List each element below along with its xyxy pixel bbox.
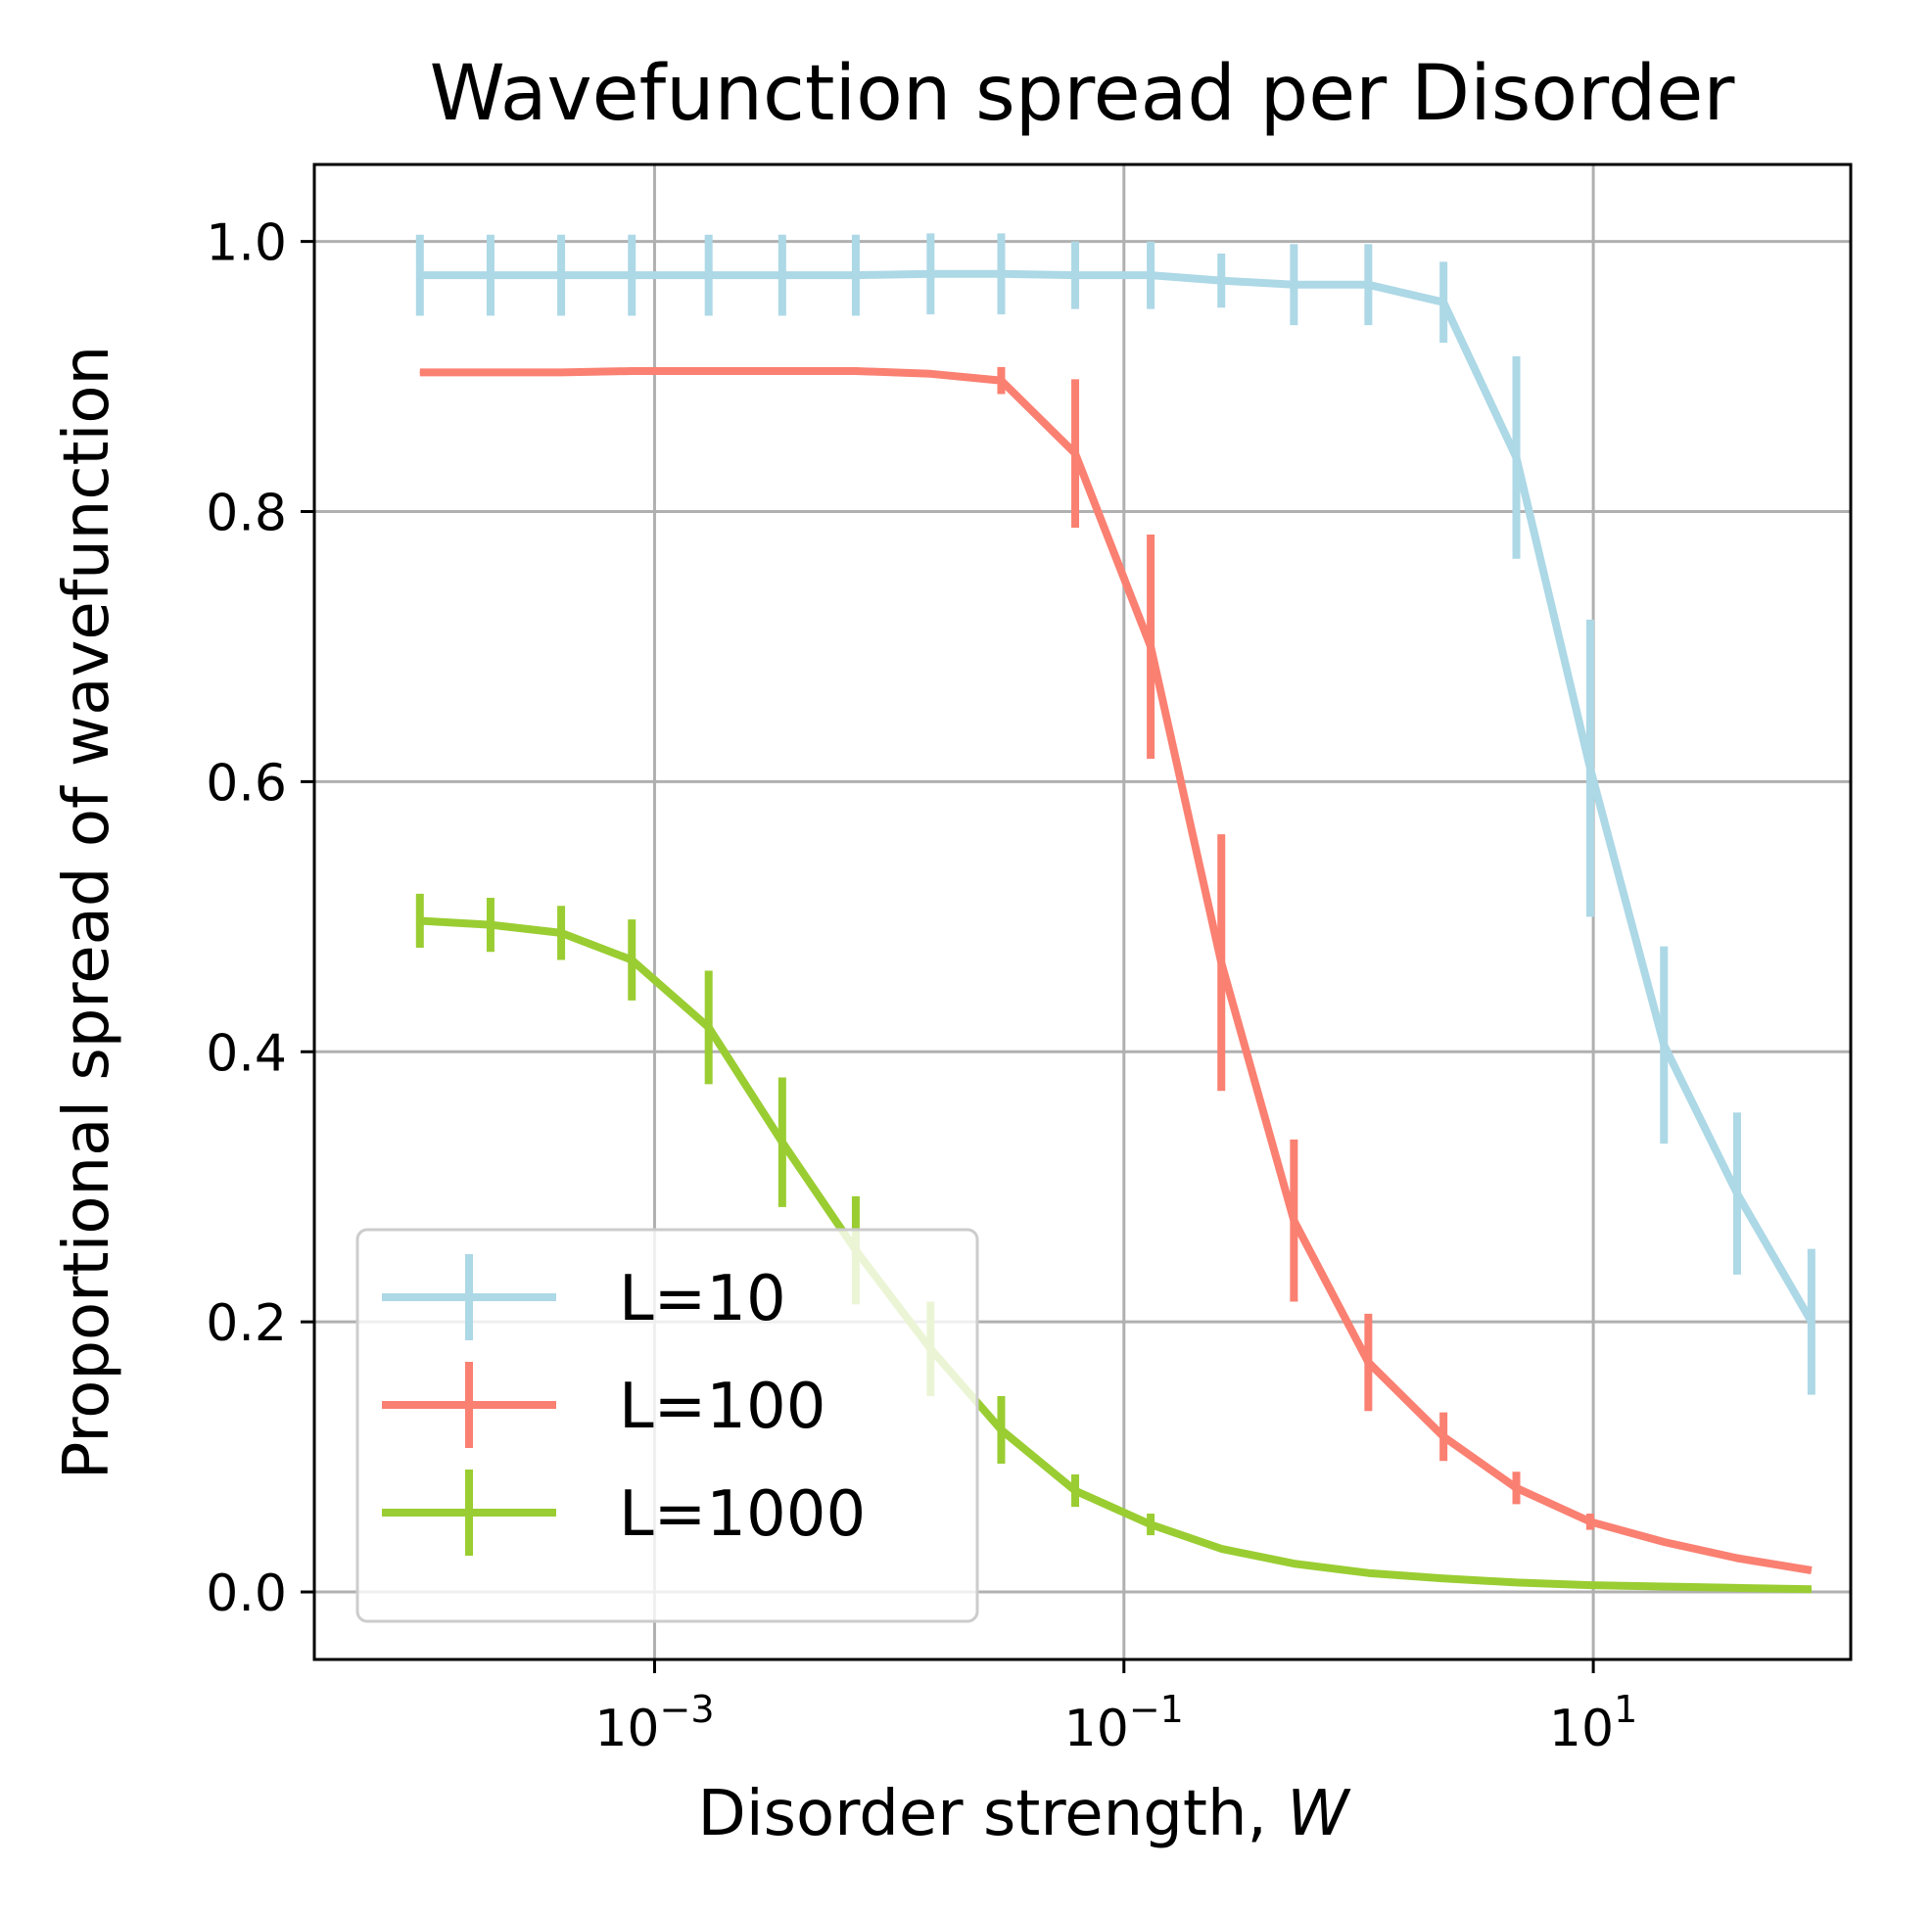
data-point — [1811, 1569, 1813, 1571]
x-axis-label-var: W — [1287, 1778, 1351, 1850]
x-tick-label: 10−1 — [1064, 1688, 1184, 1758]
data-point — [929, 373, 931, 375]
data-point — [855, 370, 857, 372]
axes-frame — [312, 163, 1853, 1661]
chart-title: Wavefunction spread per Disorder — [430, 50, 1736, 138]
x-axis-label-text: Disorder strength, — [698, 1778, 1288, 1850]
data-point — [1589, 1584, 1591, 1586]
series-L=100 — [419, 366, 1813, 1574]
y-tick-label: 1.0 — [206, 214, 287, 273]
x-axis-label: Disorder strength, W — [698, 1778, 1352, 1850]
data-point — [1663, 1586, 1665, 1588]
data-point — [631, 370, 633, 372]
data-point — [1293, 1563, 1295, 1565]
data-point — [1442, 1577, 1444, 1579]
series-line — [419, 916, 1812, 1594]
legend-box — [355, 1228, 979, 1623]
y-tick-label: 0.8 — [206, 485, 287, 543]
data-point — [1663, 1541, 1665, 1543]
legend-item: L=10 — [382, 1254, 786, 1340]
data-point — [1220, 1548, 1222, 1550]
series-group — [415, 233, 1815, 1594]
legend-item: L=1000 — [382, 1470, 866, 1556]
x-axis-ticks: 10−3 10−1 101 — [594, 1659, 1637, 1758]
y-tick-label: 0.2 — [206, 1294, 287, 1353]
y-tick-label: 0.4 — [206, 1024, 287, 1083]
series-line — [419, 269, 1815, 1325]
x-tick-label: 101 — [1549, 1688, 1637, 1758]
data-point — [560, 371, 562, 373]
y-tick-label: 0.0 — [206, 1565, 287, 1623]
data-point — [1736, 1558, 1738, 1560]
legend-label: L=10 — [619, 1263, 786, 1335]
data-point — [490, 371, 492, 373]
y-axis-ticks: 0.0 0.2 0.4 0.6 0.8 1.0 — [206, 214, 314, 1623]
data-point — [1736, 1587, 1738, 1589]
data-point — [1367, 1572, 1369, 1574]
data-point — [1811, 1588, 1813, 1590]
legend-label: L=100 — [619, 1371, 825, 1443]
legend-item: L=100 — [382, 1362, 825, 1448]
legend: L=10 L=100 L=1000 — [355, 1228, 979, 1623]
y-tick-label: 0.6 — [206, 754, 287, 813]
data-point — [1516, 1581, 1518, 1583]
legend-label: L=1000 — [619, 1478, 866, 1551]
y-axis-label: Proportional spread of wavefunction — [51, 346, 123, 1479]
data-point — [419, 371, 421, 373]
data-point — [781, 370, 783, 372]
data-point — [708, 370, 710, 372]
series-line — [419, 367, 1813, 1574]
x-tick-label: 10−3 — [594, 1688, 714, 1758]
series-L=10 — [415, 233, 1815, 1395]
